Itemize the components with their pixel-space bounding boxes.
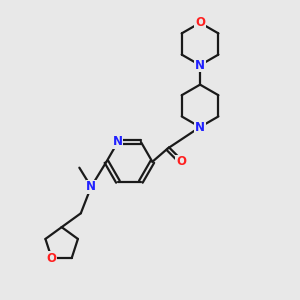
Text: N: N bbox=[195, 59, 205, 72]
Text: N: N bbox=[113, 135, 123, 148]
Text: N: N bbox=[86, 180, 96, 193]
Text: O: O bbox=[195, 16, 205, 29]
Text: N: N bbox=[195, 121, 205, 134]
Text: O: O bbox=[46, 251, 57, 265]
Text: O: O bbox=[176, 155, 186, 168]
